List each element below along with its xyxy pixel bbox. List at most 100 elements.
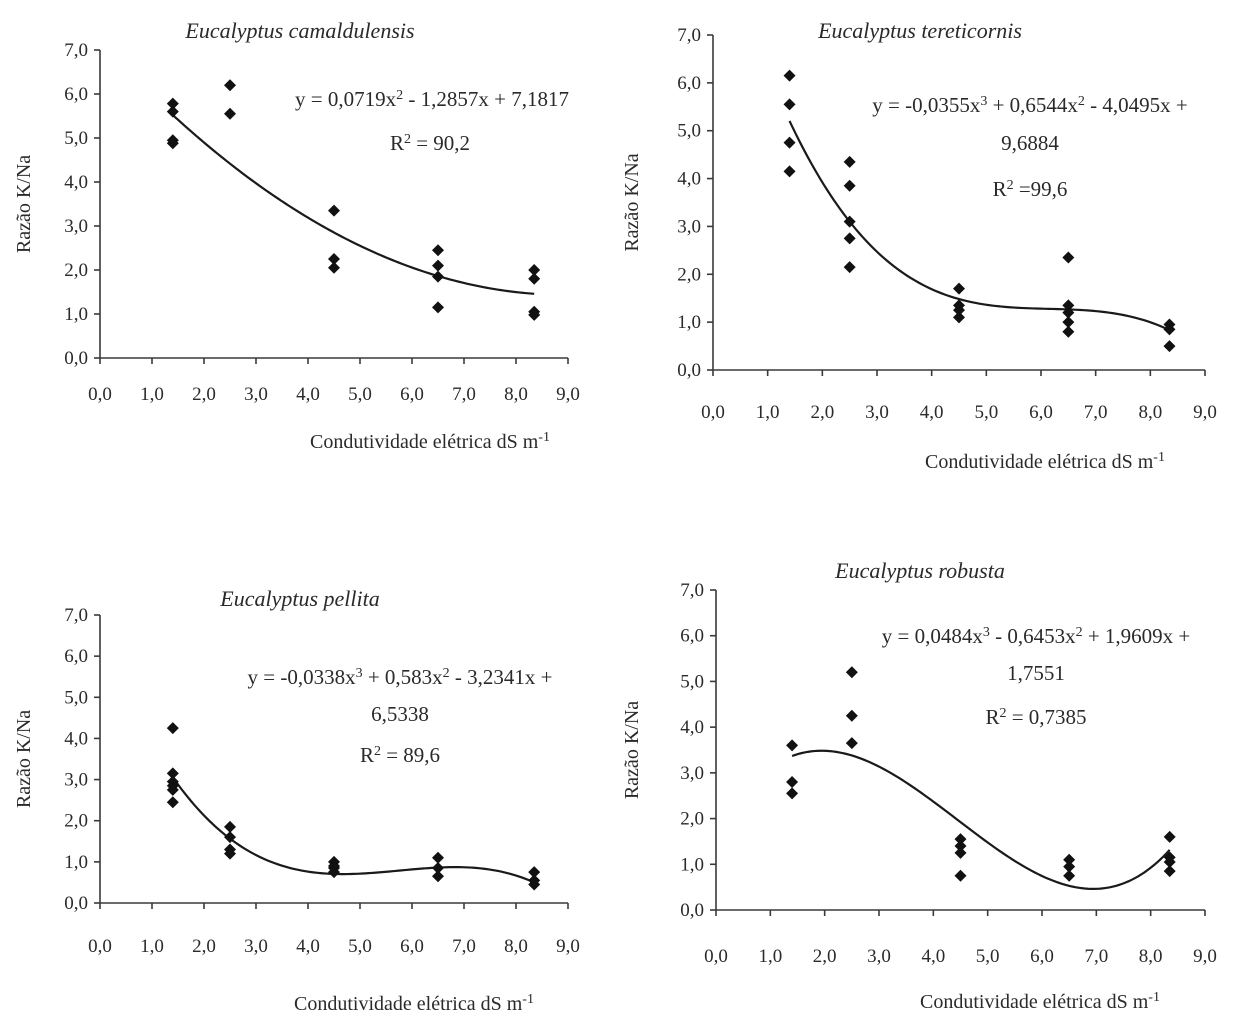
regression-equation: y = 0,0719x2 - 1,2857x + 7,1817 [295,87,569,111]
data-point [1163,830,1176,843]
data-point [1163,323,1176,336]
chart-title: Eucalyptus camaldulensis [184,18,414,43]
data-point [954,833,967,846]
chart-title: Eucalyptus robusta [834,558,1005,583]
y-tick-label: 4,0 [680,717,704,738]
data-point [1062,325,1075,338]
data-point [954,846,967,859]
x-tick-label: 0,0 [701,402,725,423]
data-point [224,847,236,860]
data-point [845,709,858,722]
data-point [1062,251,1075,264]
chart-panel-4: 0,0 1,0 2,0 3,0 4,0 5,0 6,0 7,0 0,0 1,0 2,0 3,0 4,0 5… [621,558,1217,1013]
data-point [528,866,541,879]
x-tick-label: 2,0 [813,946,837,967]
data-point [328,261,340,274]
y-tick-label: 2,0 [64,260,88,281]
data-point [432,301,444,314]
y-tick-label: 5,0 [680,671,704,692]
x-tick-label: 9,0 [556,384,580,405]
y-tick-label: 5,0 [64,687,88,708]
data-point [783,98,796,111]
data-point [224,820,236,833]
chart-panel-1: 0,0 1,0 2,0 3,0 4,0 5,0 6,0 7,0 0,0 1,0 2,0 3,0 4,0 5… [13,18,580,453]
data-point [166,722,179,735]
y-tick-label: 3,0 [64,216,88,237]
x-axis-label: Condutividade elétrica dS m-1 [310,430,550,454]
y-tick-label: 1,0 [680,854,704,875]
x-tick-label: 2,0 [192,936,216,957]
x-tick-label: 2,0 [810,402,834,423]
x-tick-label: 7,0 [1084,946,1108,967]
data-point [166,105,179,118]
data-point [786,739,799,752]
data-point [1163,340,1176,353]
data-point [328,866,340,879]
y-axis-label: Razão K/Na [621,153,643,251]
y-tick-label: 7,0 [64,40,88,61]
y-tick-label: 4,0 [677,169,701,190]
y-axis-label: Razão K/Na [13,710,35,808]
data-point [528,264,541,276]
y-tick-label: 0,0 [677,360,701,381]
y-axis-label: Razão K/Na [13,155,35,253]
regression-curve [172,114,535,295]
x-tick-label: 5,0 [348,384,372,405]
r-squared-label: R2 = 89,6 [360,743,440,767]
y-tick-label: 5,0 [677,121,701,142]
y-tick-label: 0,0 [680,900,704,921]
data-point [224,107,236,120]
y-tick-label: 2,0 [64,811,88,832]
y-tick-label: 3,0 [677,216,701,237]
data-point [328,204,340,217]
x-tick-label: 8,0 [1139,946,1163,967]
x-tick-label: 6,0 [400,384,424,405]
y-tick-label: 3,0 [64,770,88,791]
regression-equation-constant: 9,6884 [1001,131,1059,155]
data-point [432,244,444,257]
data-point [1063,869,1076,882]
x-tick-label: 8,0 [1138,402,1162,423]
x-tick-label: 3,0 [244,936,268,957]
data-point [783,136,796,149]
data-point [843,261,856,274]
data-point [432,259,444,272]
x-tick-label: 7,0 [452,936,476,957]
regression-equation: y = -0,0338x3 + 0,583x2 - 3,2341x + [247,665,552,689]
y-tick-label: 1,0 [64,304,88,325]
regression-equation-constant: 1,7551 [1007,661,1065,685]
x-tick-label: 4,0 [921,946,945,967]
x-tick-label: 6,0 [400,936,424,957]
chart-panel-3: 0,0 1,0 2,0 3,0 4,0 5,0 6,0 7,0 0,0 1,0 2,0 3,0 4,0 5… [13,586,580,1015]
data-point [166,796,179,809]
y-tick-label: 2,0 [677,264,701,285]
y-tick-label: 7,0 [64,605,88,626]
y-tick-label: 4,0 [64,728,88,749]
x-tick-label: 0,0 [88,384,112,405]
regression-equation: y = 0,0484x3 - 0,6453x2 + 1,9609x + [882,624,1191,648]
data-point [843,155,856,168]
regression-curve [788,120,1170,332]
data-point [166,97,179,110]
y-tick-label: 5,0 [64,128,88,149]
x-axis-label: Condutividade elétrica dS m-1 [294,992,534,1016]
data-point [432,270,444,283]
data-point [432,851,444,864]
x-tick-label: 2,0 [192,384,216,405]
data-point [166,783,179,796]
y-tick-label: 7,0 [677,25,701,46]
x-tick-label: 7,0 [1084,402,1108,423]
x-tick-label: 4,0 [920,402,944,423]
data-point [328,253,340,265]
x-tick-label: 9,0 [1193,946,1217,967]
r-squared-label: R2 = 0,7385 [985,705,1086,729]
r-squared-label: R2 = 90,2 [390,131,470,155]
data-point [953,311,965,324]
x-tick-label: 6,0 [1030,946,1054,967]
data-point [783,69,796,82]
y-tick-label: 1,0 [64,852,88,873]
chart-title: Eucalyptus tereticornis [817,18,1022,43]
x-tick-label: 1,0 [140,936,164,957]
data-point [166,137,179,150]
